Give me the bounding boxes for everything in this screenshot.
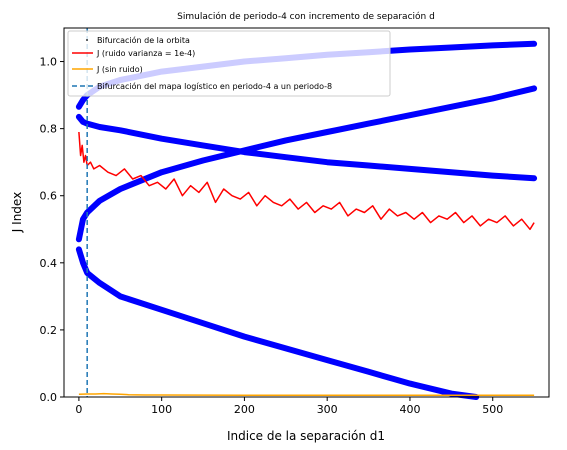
bifurcation-branch-3 — [75, 85, 538, 243]
bifurcation-branch-4 — [75, 246, 480, 400]
y-tick-label: 0.8 — [40, 123, 58, 136]
x-tick-label: 500 — [482, 403, 503, 416]
legend-label-j-noise: J (ruido varianza = 1e-4) — [96, 49, 195, 58]
legend-label-vline: Bifurcación del mapa logístico en period… — [97, 81, 332, 91]
legend: Bifurcación de la orbita J (ruido varian… — [67, 30, 391, 97]
legend-label-bifurcation: Bifurcación de la orbita — [97, 35, 190, 45]
x-axis-label: Indice de la separación d1 — [227, 429, 385, 443]
y-tick-label: 1.0 — [40, 56, 58, 69]
y-axis-label: J Index — [10, 192, 24, 233]
x-tick-label: 400 — [399, 403, 420, 416]
series-j-clean-line — [78, 392, 535, 397]
x-tick-label: 200 — [234, 403, 255, 416]
axes-frame — [63, 27, 550, 398]
chart-title: Simulación de periodo-4 con incremento d… — [177, 11, 435, 22]
y-tick-label: 0.6 — [40, 190, 58, 203]
x-tick-label: 100 — [151, 403, 172, 416]
legend-box — [67, 30, 391, 97]
y-axis: 0.0 0.2 0.4 0.6 0.8 1.0 — [40, 56, 64, 404]
y-tick-label: 0.0 — [40, 391, 58, 404]
y-tick-label: 0.4 — [40, 257, 58, 270]
x-tick-label: 300 — [317, 403, 338, 416]
x-tick-label: 0 — [75, 403, 82, 416]
plot-area — [75, 28, 538, 400]
legend-label-j-clean: J (sin ruido) — [96, 65, 143, 74]
bifurcation-branch-2 — [75, 113, 538, 182]
series-j-noise-line — [78, 131, 535, 231]
y-tick-label: 0.2 — [40, 324, 58, 337]
legend-marker-bifurcation — [86, 39, 88, 41]
x-axis: 0 100 200 300 400 500 — [75, 397, 503, 416]
